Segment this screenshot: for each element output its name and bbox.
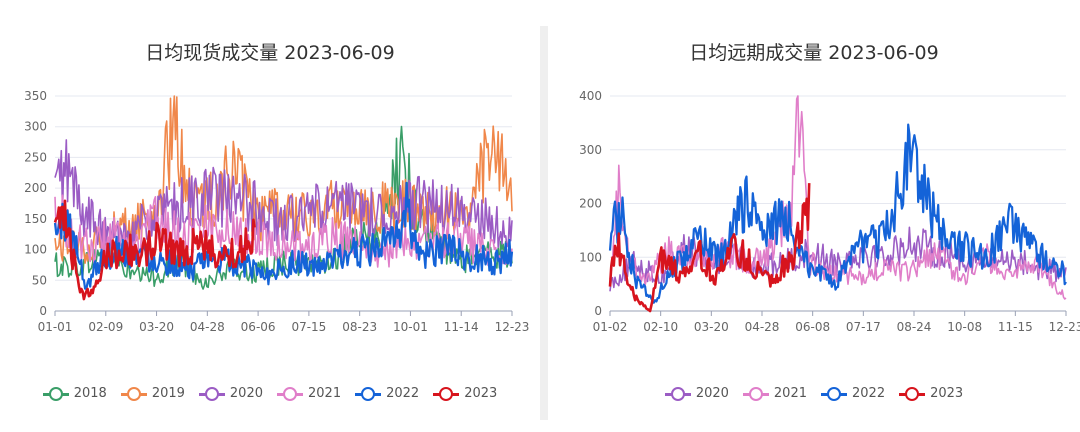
legend-item-2022[interactable]: 2022 — [821, 386, 885, 401]
y-tick-label: 300 — [579, 143, 602, 157]
x-tick-label: 01-01 — [38, 320, 73, 334]
spot-volume-panel: 日均现货成交量 2023-06-09 0 50 100 150 200 250 300 350… — [0, 42, 540, 401]
legend-label: 2020 — [229, 386, 263, 401]
x-tick-label: 10-08 — [947, 320, 982, 334]
legend-item-2020[interactable]: 2020 — [198, 386, 263, 401]
legend-marker-icon — [277, 386, 303, 401]
legend-label: 2023 — [930, 386, 964, 401]
legend-marker-icon — [742, 386, 769, 401]
legend-marker-icon — [120, 386, 147, 401]
y-tick-label: 150 — [24, 212, 47, 226]
x-tick-label: 04-28 — [190, 320, 225, 334]
panel-divider — [540, 26, 548, 420]
legend-marker-icon — [198, 386, 225, 401]
legend-label: 2018 — [73, 386, 107, 401]
legend-item-2023[interactable]: 2023 — [433, 386, 497, 401]
x-tick-label: 12-23 — [1049, 320, 1080, 334]
series-line-2023 — [608, 183, 811, 313]
forward-volume-chart: 0 100 200 300 400 01-02 02-10 03-20 04-28 06-08 07… — [579, 89, 1080, 334]
x-tick-label: 03-20 — [694, 320, 729, 334]
chart-title: 日均现货成交量 2023-06-09 — [145, 42, 395, 64]
x-tick-label: 06-06 — [241, 320, 276, 334]
x-tick-label: 10-01 — [393, 320, 428, 334]
legend-marker-icon — [821, 386, 847, 401]
legend-label: 2019 — [151, 386, 185, 401]
chart-legend: 2020 2021 2022 2023 — [548, 386, 1080, 401]
y-tick-label: 300 — [24, 120, 47, 134]
x-tick-label: 07-15 — [291, 320, 326, 334]
legend-item-2021[interactable]: 2021 — [742, 386, 807, 401]
y-tick-label: 250 — [24, 150, 47, 164]
legend-marker-icon — [899, 386, 926, 401]
forward-volume-panel: 日均远期成交量 2023-06-09 0 100 200 300 400 01-02 02-… — [548, 0, 1080, 432]
legend-item-2019[interactable]: 2019 — [120, 386, 185, 401]
legend-label: 2022 — [852, 386, 886, 401]
legend-item-2022[interactable]: 2022 — [355, 386, 419, 401]
x-tick-label: 06-08 — [795, 320, 830, 334]
legend-item-2018[interactable]: 2018 — [42, 386, 107, 401]
x-tick-label: 07-17 — [846, 320, 881, 334]
legend-label: 2021 — [773, 386, 807, 401]
x-tick-label: 02-09 — [88, 320, 123, 334]
y-tick-label: 200 — [24, 181, 47, 195]
y-tick-label: 50 — [32, 273, 47, 287]
x-tick-label: 01-02 — [593, 320, 628, 334]
legend-label: 2020 — [695, 386, 729, 401]
series-line-2023 — [53, 199, 256, 301]
x-tick-label: 12-23 — [495, 320, 530, 334]
x-tick-label: 11-14 — [444, 320, 479, 334]
y-tick-label: 350 — [24, 89, 47, 103]
x-tick-label: 08-24 — [897, 320, 932, 334]
spot-volume-chart: 0 50 100 150 200 250 300 350 01-01 02-09 03-20 04-2… — [24, 89, 530, 334]
legend-marker-icon — [664, 386, 691, 401]
x-tick-label: 03-20 — [139, 320, 174, 334]
y-tick-label: 200 — [579, 197, 602, 211]
y-tick-label: 100 — [24, 243, 47, 257]
legend-label: 2021 — [308, 386, 342, 401]
x-tick-label: 02-10 — [643, 320, 678, 334]
legend-label: 2022 — [386, 386, 420, 401]
x-tick-label: 08-23 — [342, 320, 377, 334]
y-tick-label: 400 — [579, 89, 602, 103]
y-tick-label: 0 — [594, 304, 602, 318]
legend-label: 2023 — [464, 386, 498, 401]
legend-item-2023[interactable]: 2023 — [899, 386, 963, 401]
y-tick-label: 0 — [39, 304, 47, 318]
chart-legend: 2018 2019 2020 2021 2022 2023 — [0, 386, 540, 401]
series-line-2019 — [54, 95, 513, 264]
series-line-2021 — [609, 95, 1067, 300]
series-line-2022 — [608, 123, 1067, 304]
x-tick-label: 11-15 — [998, 320, 1033, 334]
legend-item-2021[interactable]: 2021 — [277, 386, 341, 401]
legend-marker-icon — [355, 386, 382, 401]
y-tick-label: 100 — [579, 250, 602, 264]
x-tick-label: 04-28 — [745, 320, 780, 334]
chart-title: 日均远期成交量 2023-06-09 — [689, 42, 939, 64]
legend-marker-icon — [433, 386, 460, 401]
legend-marker-icon — [42, 386, 69, 401]
legend-item-2020[interactable]: 2020 — [664, 386, 729, 401]
